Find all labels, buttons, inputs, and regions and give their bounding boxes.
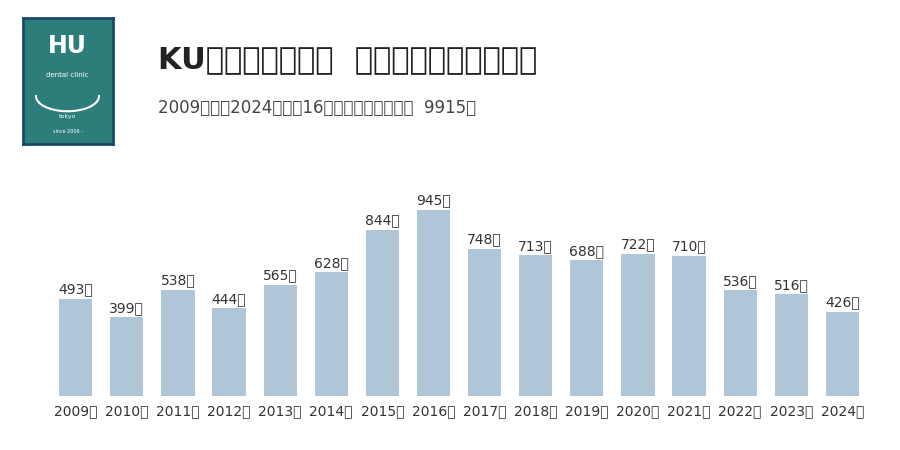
Bar	[365, 230, 399, 396]
Bar	[825, 312, 859, 396]
Text: since 2006 -: since 2006 -	[52, 129, 83, 134]
Text: 493本: 493本	[58, 283, 93, 297]
Bar	[724, 290, 757, 396]
Bar	[212, 308, 246, 396]
Bar	[621, 254, 654, 396]
Text: 2009年から2024年まで16年間の合計埋入本数  9915本: 2009年から2024年まで16年間の合計埋入本数 9915本	[158, 99, 475, 117]
Bar	[519, 256, 553, 396]
Bar	[264, 284, 297, 396]
Bar	[59, 299, 93, 396]
Bar	[468, 248, 501, 396]
Text: 399本: 399本	[109, 301, 144, 315]
Bar	[161, 290, 194, 396]
Text: 444本: 444本	[212, 292, 247, 306]
Bar	[672, 256, 706, 396]
Bar	[571, 261, 603, 396]
Text: dental clinic: dental clinic	[46, 72, 89, 78]
Text: 628本: 628本	[314, 256, 348, 270]
Bar	[775, 294, 808, 396]
Bar	[315, 272, 347, 396]
Text: 713本: 713本	[518, 239, 553, 253]
Text: 710本: 710本	[671, 240, 706, 254]
Bar	[417, 210, 450, 396]
Text: 945本: 945本	[416, 194, 451, 207]
Text: 722本: 722本	[621, 237, 655, 251]
Text: 844本: 844本	[365, 213, 400, 227]
Text: 565本: 565本	[263, 268, 298, 282]
Text: 688本: 688本	[570, 244, 604, 258]
Text: 426本: 426本	[825, 296, 860, 310]
Text: 538本: 538本	[160, 274, 195, 288]
Text: tokyo: tokyo	[58, 114, 76, 119]
Text: KU歯科クリニック  インプラント埋入本数: KU歯科クリニック インプラント埋入本数	[158, 45, 536, 74]
Text: HU: HU	[48, 34, 87, 58]
Bar	[110, 317, 143, 396]
Text: 516本: 516本	[774, 278, 809, 292]
Text: 748本: 748本	[467, 232, 502, 246]
Text: 536本: 536本	[723, 274, 758, 288]
